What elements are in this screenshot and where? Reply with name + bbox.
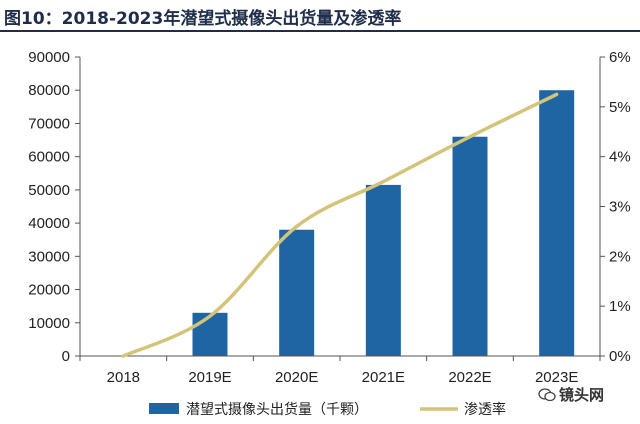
watermark-text: 镜头网 — [559, 386, 605, 404]
y-left-tick-label: 40000 — [28, 215, 70, 232]
title-divider — [0, 30, 640, 32]
bar — [279, 229, 315, 356]
y-left-tick-label: 60000 — [28, 149, 70, 166]
bar — [539, 90, 575, 356]
y-left-tick-label: 90000 — [28, 49, 70, 66]
x-tick-label: 2020E — [275, 369, 318, 386]
y-left-tick-label: 50000 — [28, 182, 70, 199]
y-right-tick-label: 2% — [609, 248, 631, 265]
watermark: 镜头网 — [538, 384, 604, 405]
y-left-tick-label: 0 — [62, 348, 70, 365]
y-right-tick-label: 6% — [609, 49, 631, 66]
legend-label-bar: 潜望式摄像头出货量（千颗） — [186, 401, 368, 418]
x-tick-label: 2021E — [362, 369, 405, 386]
line-series-penetration — [121, 92, 559, 358]
y-left-tick-label: 20000 — [28, 282, 70, 299]
x-tick-label: 2019E — [188, 369, 231, 386]
page-title: 图10：2018-2023年潜望式摄像头出货量及渗透率 — [4, 9, 402, 29]
x-tick-label: 2018 — [107, 369, 140, 386]
y-left-tick-label: 30000 — [28, 248, 70, 265]
y-right-tick-label: 4% — [609, 149, 631, 166]
legend-swatch-bar — [149, 403, 179, 414]
title-bar: 图10：2018-2023年潜望式摄像头出货量及渗透率 — [0, 0, 640, 30]
bar — [452, 136, 488, 356]
y-left-tick-label: 80000 — [28, 82, 70, 99]
bar — [192, 312, 228, 356]
y-right-tick-label: 1% — [609, 298, 631, 315]
bar — [365, 184, 401, 356]
x-tick-label: 2022E — [448, 369, 491, 386]
x-tick-label: 2023E — [535, 369, 578, 386]
y-right-tick-label: 0% — [609, 348, 631, 365]
y-right-tick-label: 3% — [609, 199, 631, 216]
legend-label-line: 渗透率 — [464, 401, 506, 418]
y-left-tick-label: 10000 — [28, 315, 70, 332]
y-left-tick-label: 70000 — [28, 115, 70, 132]
wechat-icon — [538, 388, 556, 402]
y-right-tick-label: 5% — [609, 99, 631, 116]
